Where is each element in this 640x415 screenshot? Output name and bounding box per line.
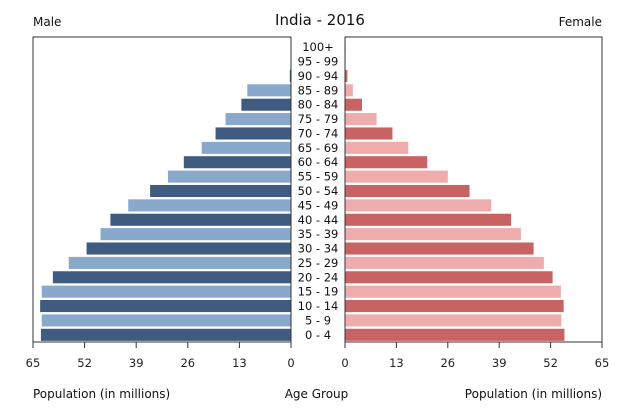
age-label-70-74: 70 - 74 (298, 126, 339, 140)
female-bar-55-59 (345, 170, 448, 183)
male-tick-label: 52 (77, 356, 92, 370)
male-bar-70-74 (215, 127, 291, 140)
female-bar-25-29 (345, 256, 544, 269)
male-bar-45-49 (128, 199, 291, 212)
age-label-10-14: 10 - 14 (298, 299, 339, 313)
female-axis-title: Population (in millions) (464, 387, 602, 401)
male-bar-30-34 (86, 242, 291, 255)
age-axis-title: Age Group (284, 387, 349, 401)
female-bar-5-9 (345, 314, 562, 327)
female-bar-65-69 (345, 141, 409, 154)
female-tick-label: 52 (543, 356, 558, 370)
female-bar-20-24 (345, 271, 553, 284)
female-bars-group (345, 41, 565, 341)
male-tick-label: 0 (287, 356, 294, 370)
age-label-100plus: 100+ (302, 40, 334, 54)
female-bar-15-19 (345, 285, 561, 298)
male-bar-90-94 (289, 69, 291, 82)
female-bar-85-89 (345, 84, 353, 97)
male-bar-10-14 (40, 300, 291, 313)
female-bar-10-14 (345, 300, 564, 313)
male-tick-label: 65 (26, 356, 41, 370)
age-label-0-4: 0 - 4 (305, 328, 331, 342)
male-axis-title: Population (in millions) (33, 387, 171, 401)
female-side-label: Female (558, 15, 602, 29)
age-label-90-94: 90 - 94 (298, 69, 339, 83)
age-label-80-84: 80 - 84 (298, 98, 339, 112)
age-label-75-79: 75 - 79 (298, 112, 339, 126)
female-bar-80-84 (345, 98, 363, 111)
female-bar-35-39 (345, 228, 521, 241)
female-bar-75-79 (345, 113, 377, 126)
male-bar-5-9 (41, 314, 292, 327)
female-tick-label: 26 (440, 356, 455, 370)
female-bar-50-54 (345, 184, 470, 198)
male-bar-35-39 (100, 228, 291, 241)
age-label-65-69: 65 - 69 (298, 141, 339, 155)
female-bar-60-64 (345, 156, 428, 169)
age-label-20-24: 20 - 24 (298, 270, 339, 284)
male-bar-55-59 (167, 170, 291, 183)
age-label-60-64: 60 - 64 (298, 155, 339, 169)
female-tick-label: 39 (492, 356, 507, 370)
male-side-label: Male (33, 15, 62, 29)
age-label-30-34: 30 - 34 (298, 242, 339, 256)
age-label-95-99: 95 - 99 (298, 55, 339, 69)
plot-frames (32, 36, 603, 343)
male-bar-80-84 (241, 98, 291, 111)
male-plot-frame (32, 36, 292, 343)
age-label-5-9: 5 - 9 (305, 313, 331, 327)
male-bar-50-54 (150, 184, 291, 198)
female-bar-70-74 (345, 127, 393, 140)
female-tick-label: 13 (389, 356, 404, 370)
female-bar-45-49 (345, 199, 492, 212)
axis-ticks: 65 52 39 26 13 0 0 13 26 39 52 65 (26, 342, 610, 370)
female-tick-label: 65 (595, 356, 610, 370)
female-bar-90-94 (345, 69, 348, 82)
male-bar-15-19 (41, 285, 292, 298)
age-label-45-49: 45 - 49 (298, 198, 339, 212)
male-tick-label: 13 (232, 356, 247, 370)
female-bar-40-44 (345, 213, 512, 226)
male-bar-25-29 (68, 256, 291, 269)
male-bar-0-4 (40, 328, 291, 341)
male-bar-40-44 (110, 213, 292, 226)
male-bar-85-89 (247, 84, 291, 97)
female-bar-30-34 (345, 242, 534, 255)
age-label-35-39: 35 - 39 (298, 227, 339, 241)
age-label-40-44: 40 - 44 (298, 213, 339, 227)
male-bar-65-69 (201, 141, 291, 154)
chart-header: Male India - 2016 Female (0, 0, 640, 36)
age-label-50-54: 50 - 54 (298, 184, 339, 198)
age-label-85-89: 85 - 89 (298, 83, 339, 97)
female-plot-frame (344, 36, 603, 343)
male-tick-label: 26 (180, 356, 195, 370)
female-bar-0-4 (345, 328, 565, 341)
chart-title: India - 2016 (275, 11, 365, 29)
age-label-25-29: 25 - 29 (298, 256, 339, 270)
male-bars-group (40, 41, 292, 341)
male-bar-60-64 (183, 156, 291, 169)
female-tick-label: 0 (341, 356, 348, 370)
male-bar-75-79 (225, 113, 291, 126)
male-bar-20-24 (52, 271, 291, 284)
age-label-15-19: 15 - 19 (298, 285, 339, 299)
male-tick-label: 39 (129, 356, 144, 370)
age-label-55-59: 55 - 59 (298, 170, 339, 184)
